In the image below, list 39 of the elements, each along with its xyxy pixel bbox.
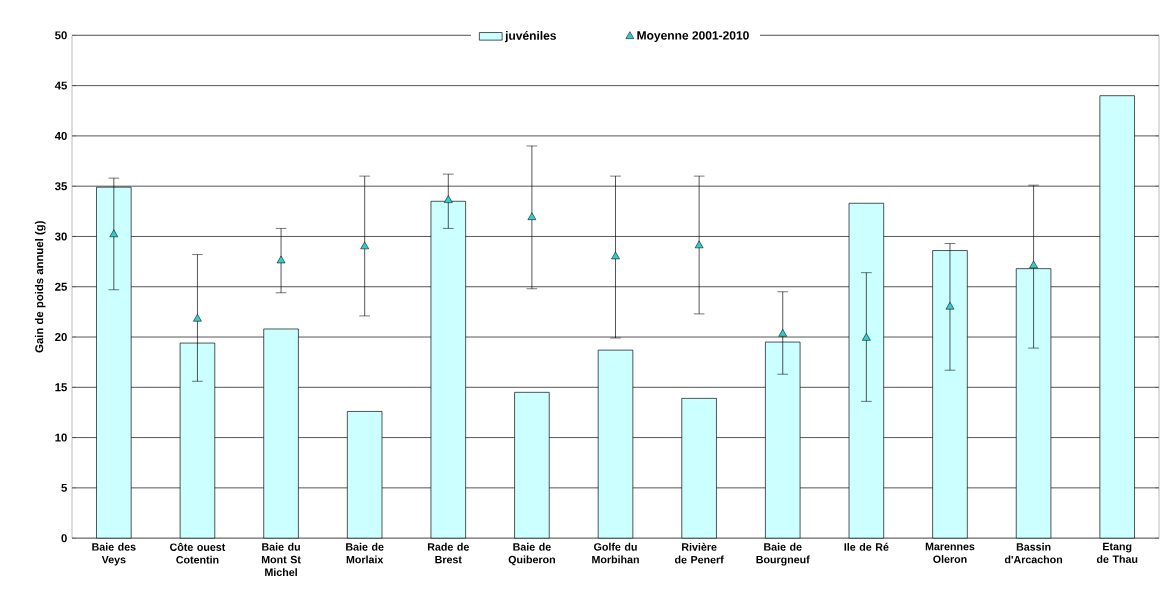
point	[109, 229, 119, 237]
x-tick-label: Baie de Quiberon	[508, 542, 555, 566]
x-tick-label: Baie de Bourgneuf	[756, 542, 810, 566]
point	[1029, 260, 1038, 269]
y-tick-label: 10	[55, 433, 67, 442]
point	[276, 255, 286, 264]
y-tick-label: 5	[61, 483, 67, 492]
legend-label: juvéniles	[504, 30, 556, 43]
x-tick-label: Bassin d'Arcachon	[1004, 542, 1063, 564]
x-tick-label: Marennes Oleron	[925, 542, 975, 563]
x-tick-label: Rivière de Penerf	[674, 542, 724, 564]
point	[694, 240, 704, 249]
point	[443, 195, 453, 203]
legend-label: Moyenne 2001-2010	[637, 31, 749, 42]
y-tick-label: 45	[54, 81, 67, 90]
y-tick-label: 40	[54, 131, 67, 140]
x-tick-label: Ile de Ré	[844, 542, 889, 551]
y-tick-label: 50	[55, 31, 67, 40]
x-tick-label: Etang de Thau	[1096, 542, 1138, 563]
y-tick-label: 20	[55, 332, 67, 341]
y-tick-label: 25	[55, 282, 67, 291]
point	[360, 241, 369, 250]
point	[945, 301, 955, 310]
y-tick-label: 30	[54, 232, 67, 241]
x-tick-label: Golfe du Morbihan	[592, 542, 639, 564]
point	[778, 328, 788, 337]
point	[611, 251, 620, 260]
y-tick-label: 15	[55, 383, 67, 392]
x-tick-label: Baie de Morlaix	[346, 542, 384, 564]
x-tick-label: Baie des Veys	[92, 542, 136, 566]
point	[193, 313, 202, 322]
x-tick-label: Baie du Mont St Michel	[261, 542, 301, 576]
x-tick-label: Rade de Brest	[427, 542, 469, 564]
x-tick-label: Côte ouest Cotentin	[170, 542, 226, 564]
point	[862, 333, 871, 341]
y-tick-label: 0	[61, 534, 67, 543]
point	[527, 212, 537, 220]
y-tick-label: 35	[54, 182, 67, 191]
y-axis-title: Gain de poids annuel (g)	[34, 221, 46, 353]
